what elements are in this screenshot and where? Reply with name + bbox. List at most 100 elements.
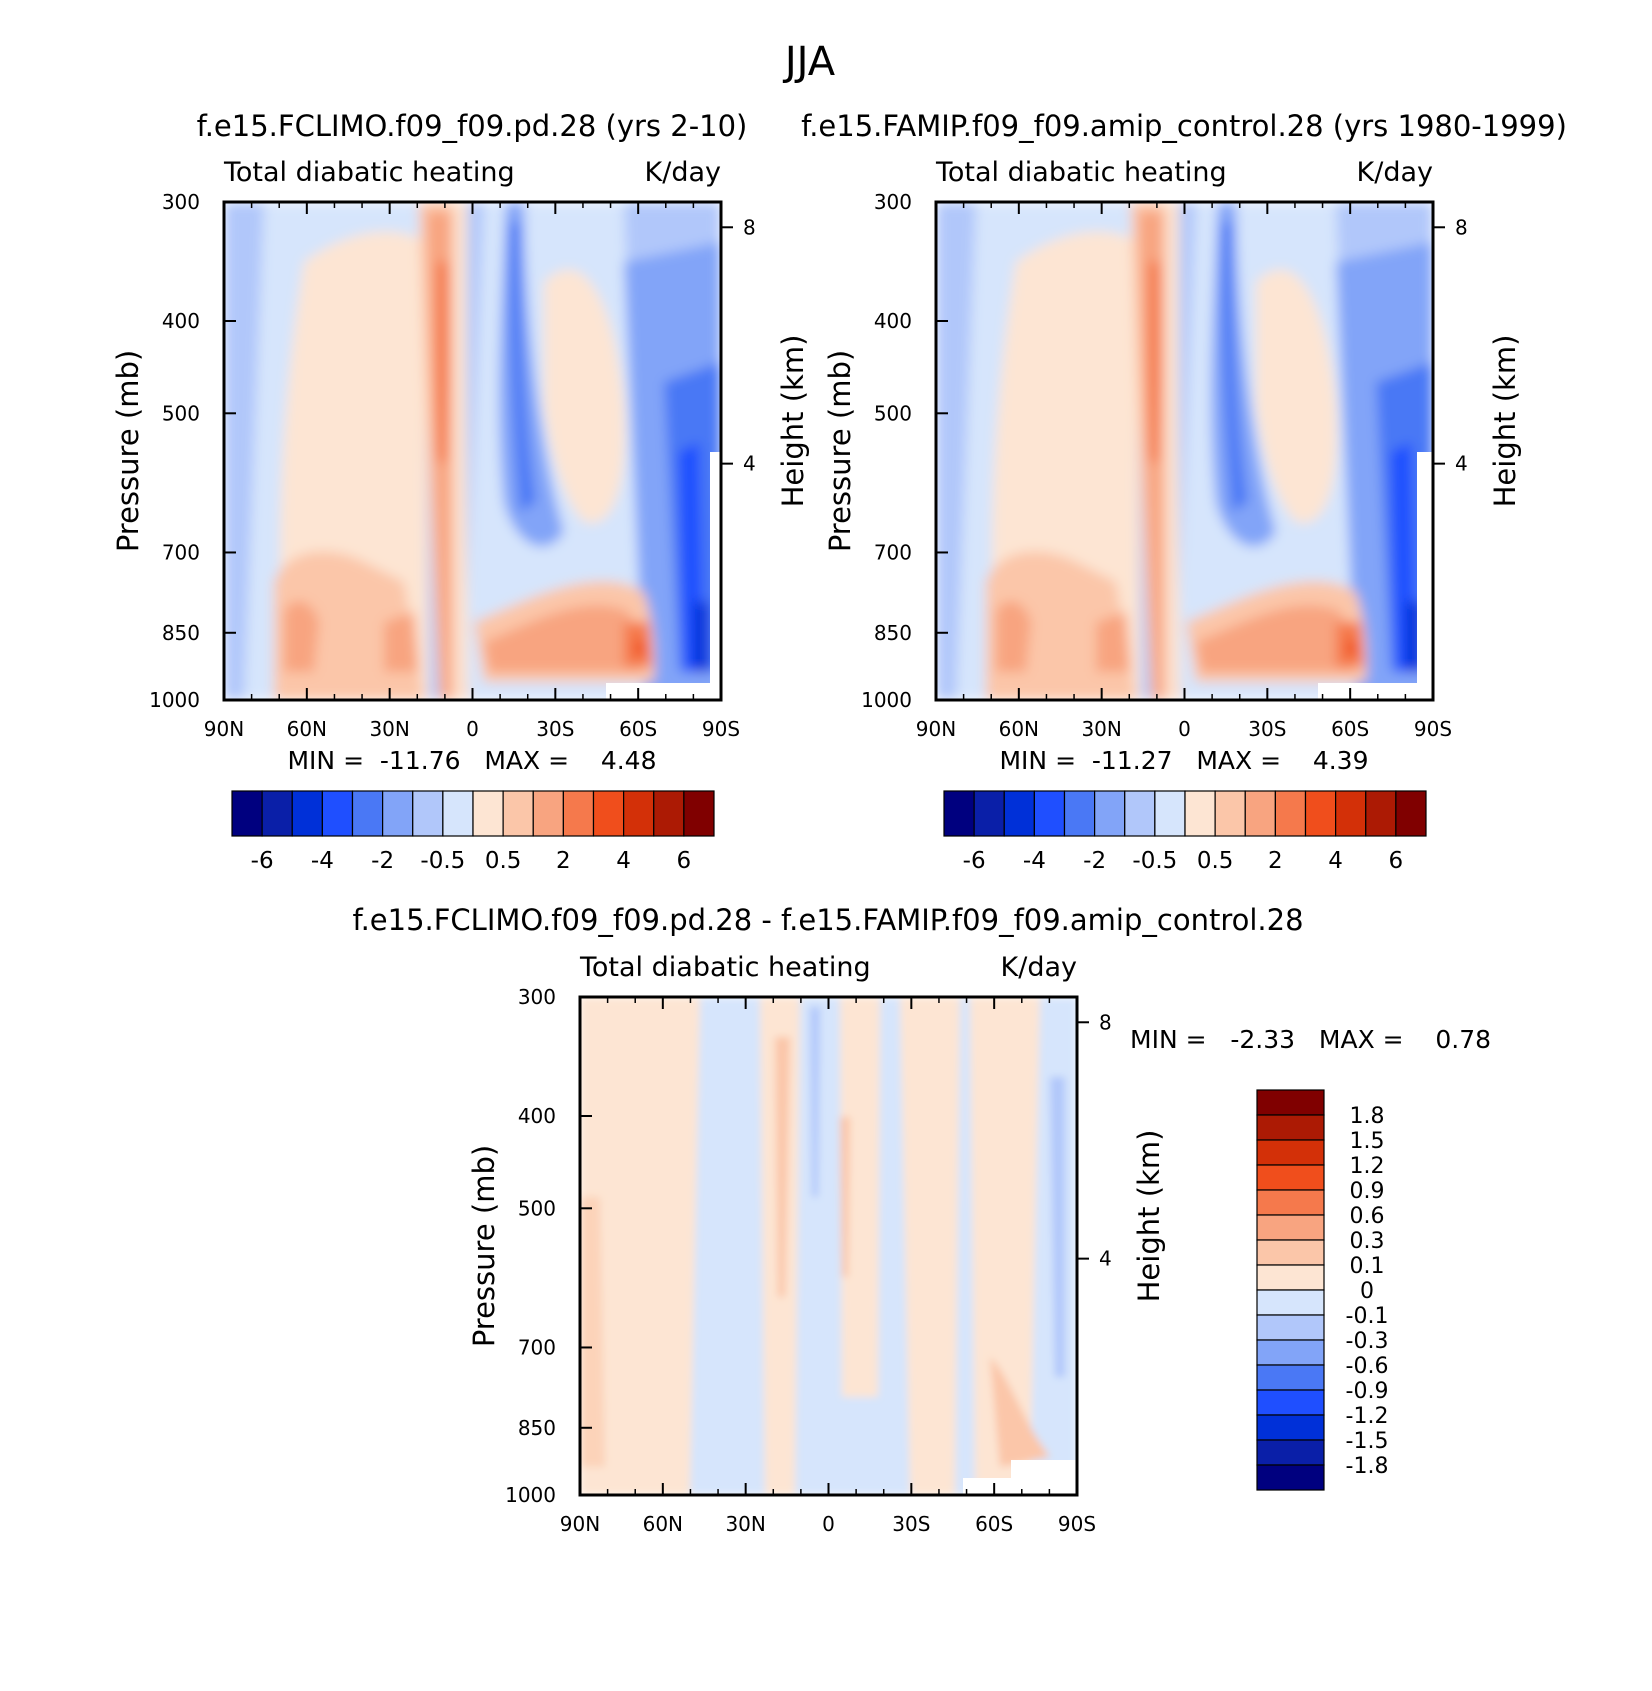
panel-3: f.e15.FCLIMO.f09_f09.pd.28 - f.e15.FAMIP… (352, 903, 1491, 1536)
x-tick-label: 90N (560, 1512, 600, 1536)
colorbar-label: -6 (251, 848, 274, 874)
colorbar-label: 0.5 (1197, 848, 1234, 874)
y-tick-label: 1000 (861, 688, 912, 712)
colorbar-swatch (973, 790, 1005, 837)
colorbar-swatch (382, 790, 414, 837)
panel-2-axes: 90N 60N 30N 0 30S 60S 90S 300 400 500 700 850 1000 8 4… (823, 190, 1522, 741)
colorbar-label: -6 (963, 848, 986, 874)
y2-axis-title: Height (km) (1132, 1130, 1166, 1303)
colorbar-swatch (412, 790, 444, 837)
colorbar-swatch (231, 790, 263, 837)
colorbar-swatch (1256, 1214, 1325, 1241)
panel-3-title: f.e15.FCLIMO.f09_f09.pd.28 - f.e15.FAMIP… (352, 903, 1303, 937)
panel-3-contour-field (580, 997, 1077, 1495)
colorbar-label: 1.2 (1350, 1154, 1385, 1179)
colorbar-label: 0.5 (485, 848, 522, 874)
colorbar-swatch (1304, 790, 1337, 837)
colorbar-swatch (1256, 1189, 1325, 1216)
colorbar-swatch (261, 790, 293, 837)
y2-axis-title: Height (km) (1488, 335, 1522, 508)
panel-1: f.e15.FCLIMO.f09_f09.pd.28 (yrs 2-10) To… (111, 109, 810, 874)
colorbar-swatch (1256, 1314, 1325, 1341)
y2-tick-label: 8 (743, 215, 756, 239)
panel-3-colorbar: 1.81.51.20.90.60.30.10-0.1-0.3-0.6-0.9-1… (1256, 1089, 1389, 1491)
y-axis-title: Pressure (mb) (467, 1145, 501, 1347)
figure-title: JJA (782, 39, 836, 85)
panel-2-contour-field (936, 202, 1433, 700)
y2-tick-label: 8 (1455, 215, 1468, 239)
colorbar-swatch (683, 790, 715, 837)
colorbar-swatch (1274, 790, 1307, 837)
colorbar-label: 0.9 (1350, 1179, 1385, 1204)
colorbar-swatch (321, 790, 354, 837)
y-tick-label: 400 (874, 309, 912, 333)
colorbar-swatch (1033, 790, 1066, 837)
colorbar-label: 0.6 (1350, 1204, 1385, 1229)
colorbar-swatch (1256, 1239, 1325, 1266)
colorbar-swatch (1124, 790, 1156, 837)
colorbar-label: -1.8 (1346, 1454, 1389, 1479)
colorbar-swatch (1256, 1389, 1325, 1416)
y-tick-label: 1000 (505, 1483, 556, 1507)
panel-1-units-label: K/day (645, 157, 721, 188)
x-tick-label: 60N (287, 717, 327, 741)
y2-tick-label: 4 (1455, 452, 1468, 476)
colorbar-label: 0 (1360, 1279, 1374, 1304)
x-tick-label: 60N (643, 1512, 683, 1536)
colorbar-swatch (1256, 1164, 1325, 1191)
x-tick-label: 60S (975, 1512, 1013, 1536)
y-tick-label: 300 (874, 190, 912, 214)
x-tick-label: 90N (916, 717, 956, 741)
x-tick-label: 30S (892, 1512, 930, 1536)
colorbar-label: 1.5 (1350, 1129, 1385, 1154)
panel-3-left-label: Total diabatic heating (579, 952, 871, 983)
colorbar-label: 0.1 (1350, 1254, 1385, 1279)
colorbar-swatch (1256, 1114, 1325, 1141)
x-tick-label: 30N (369, 717, 409, 741)
colorbar-label: -0.5 (1132, 848, 1177, 874)
colorbar-swatch (291, 790, 323, 837)
x-tick-label: 30S (1248, 717, 1286, 741)
y2-tick-label: 8 (1099, 1010, 1112, 1034)
x-tick-label: 60S (1331, 717, 1369, 741)
y-tick-label: 700 (162, 540, 200, 564)
colorbar-label: -4 (1023, 848, 1046, 874)
colorbar-swatch (1365, 790, 1397, 837)
x-tick-label: 30N (725, 1512, 765, 1536)
x-tick-label: 60N (999, 717, 1039, 741)
panel-1-axes: 90N 60N 30N 0 30S 60S 90S 300 400 500 700 850 1000 8 4… (111, 190, 810, 741)
x-tick-label: 0 (466, 717, 479, 741)
panel-3-min-max: MIN = -2.33 MAX = 0.78 (1130, 1025, 1491, 1054)
colorbar-label: -0.3 (1346, 1329, 1389, 1354)
panel-1-min-max: MIN = -11.76 MAX = 4.48 (287, 746, 656, 775)
colorbar-swatch (1214, 790, 1246, 837)
x-tick-label: 0 (822, 1512, 835, 1536)
colorbar-swatch (1256, 1289, 1325, 1316)
y-axis-title: Pressure (mb) (823, 350, 857, 552)
colorbar-swatch (351, 790, 384, 837)
panel-3-units-label: K/day (1001, 952, 1077, 983)
y-tick-label: 850 (518, 1416, 556, 1440)
colorbar-label: -1.5 (1346, 1429, 1389, 1454)
colorbar-swatch (562, 790, 595, 837)
colorbar-label: -2 (371, 848, 394, 874)
colorbar-swatch (1256, 1439, 1325, 1466)
panel-2-left-label: Total diabatic heating (935, 157, 1227, 188)
colorbar-swatch (1003, 790, 1035, 837)
colorbar-swatch (1184, 790, 1216, 837)
y-tick-label: 1000 (149, 688, 200, 712)
y-tick-label: 700 (518, 1335, 556, 1359)
colorbar-label: -4 (311, 848, 334, 874)
colorbar-label: 1.8 (1350, 1104, 1385, 1129)
x-tick-label: 0 (1178, 717, 1191, 741)
x-tick-label: 90S (702, 717, 740, 741)
x-tick-label: 30N (1081, 717, 1121, 741)
y2-tick-label: 4 (1099, 1247, 1112, 1271)
y2-axis-title: Height (km) (776, 335, 810, 508)
colorbar-label: -0.9 (1346, 1379, 1389, 1404)
colorbar-label: 0.3 (1350, 1229, 1385, 1254)
colorbar-swatch (1256, 1464, 1325, 1491)
panel-2-units-label: K/day (1357, 157, 1433, 188)
colorbar-swatch (592, 790, 625, 837)
